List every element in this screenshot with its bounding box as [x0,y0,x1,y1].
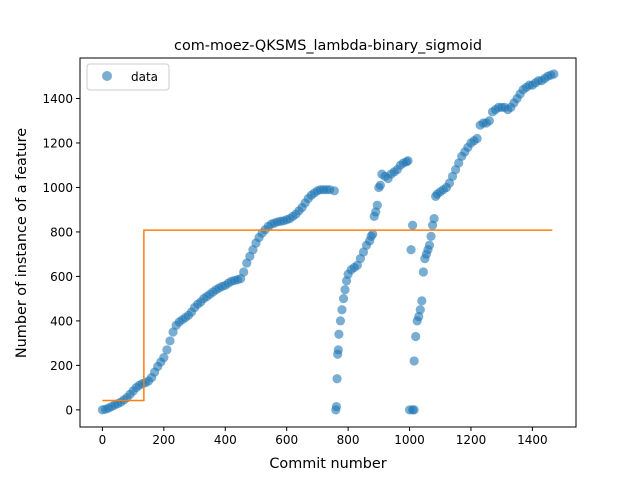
y-tick-label: 600 [50,270,73,284]
y-tick-label: 1400 [42,92,73,106]
data-point [162,345,172,355]
data-point [335,316,346,326]
legend-label-data: data [131,70,158,84]
x-tick-label: 800 [337,433,360,447]
data-point [403,156,413,166]
axes-frame [79,57,577,428]
x-tick-label: 1200 [456,433,487,447]
legend-marker-data [102,71,112,81]
x-tick-label: 400 [214,433,237,447]
data-point [333,345,343,355]
data-point [334,329,344,339]
y-tick-label: 1200 [42,136,73,150]
x-tick-label: 1000 [394,433,425,447]
data-point [375,180,385,190]
fit-step-line [102,229,553,402]
data-point [409,356,419,366]
data-point [411,331,421,342]
data-point [159,353,169,363]
data-point [239,267,249,277]
data-point [484,116,494,126]
x-tick-label: 600 [275,433,298,447]
legend: data [86,63,170,91]
data-point [426,231,436,241]
data-point [165,336,175,346]
data-point [472,133,482,144]
y-tick-label: 400 [50,314,73,328]
data-point [332,374,342,384]
x-axis-label: Commit number [269,456,386,472]
y-axis-label: Number of instance of a feature [14,128,30,358]
legend-box [86,63,170,91]
data-point [429,213,439,224]
data-point [331,401,342,412]
data-point [418,267,428,277]
data-point [549,69,559,79]
data-point [415,305,425,315]
y-tick-label: 0 [65,403,73,417]
y-tick-label: 200 [50,359,73,373]
data-point [372,200,382,210]
data-point [408,220,418,230]
data-point [368,229,378,239]
data-point [340,285,350,295]
y-tick-label: 1000 [42,181,73,195]
x-tick-label: 0 [99,433,107,447]
data-point [329,186,339,196]
data-point [424,240,435,250]
plot-area [97,69,559,415]
data-point [337,305,347,315]
data-point [417,296,427,306]
axes: 0 200 400 600 800 1000 1200 1400 0 200 400 600 800 10… [42,57,577,447]
x-tick-label: 200 [152,433,175,447]
x-tick-label: 1400 [517,433,548,447]
data-point [338,294,349,304]
y-tick-label: 800 [50,225,73,239]
chart-title: com-moez-QKSMS_lambda-binary_sigmoid [174,38,482,54]
data-point [406,245,416,255]
data-point [409,405,419,415]
